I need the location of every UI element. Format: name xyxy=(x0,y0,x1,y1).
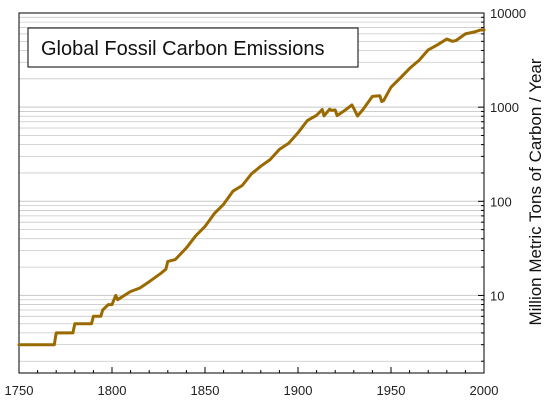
x-tick-label: 1900 xyxy=(284,383,313,398)
grid xyxy=(19,16,484,362)
x-tick-label: 1850 xyxy=(191,383,220,398)
plot-frame xyxy=(18,12,485,374)
y-tick-label: 1000 xyxy=(490,100,519,115)
y-axis-label: Million Metric Tons of Carbon / Year xyxy=(526,58,545,325)
y-tick-label: 10000 xyxy=(490,6,526,21)
title-box: Global Fossil Carbon Emissions xyxy=(27,27,359,68)
x-tick-label: 2000 xyxy=(470,383,499,398)
x-tick-label: 1950 xyxy=(377,383,406,398)
data-layer xyxy=(17,28,486,347)
y-tick-label: 100 xyxy=(490,194,512,209)
y-tick-label: 10 xyxy=(490,288,504,303)
x-tick-label: 1800 xyxy=(98,383,127,398)
x-axis: 1750 1800 1850 1900 1950 2000 xyxy=(5,367,499,398)
series-line xyxy=(17,28,486,347)
x-tick-label: 1750 xyxy=(5,383,34,398)
y-axis: 10 100 1000 10000 xyxy=(478,6,526,362)
chart-title: Global Fossil Carbon Emissions xyxy=(41,38,324,60)
